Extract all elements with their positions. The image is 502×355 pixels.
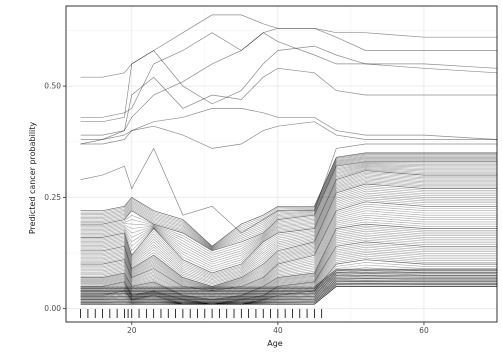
series-line [80, 162, 497, 254]
series-line [80, 217, 497, 298]
series-line [80, 255, 497, 305]
x-tick-label: 20 [127, 326, 137, 335]
series-line [80, 32, 498, 136]
series-line [80, 143, 497, 234]
series-line [80, 161, 497, 252]
series-line [80, 153, 497, 248]
y-axis-title: Predicted cancer probability [28, 122, 37, 235]
series-line [80, 159, 497, 251]
series-line [80, 282, 497, 302]
x-axis: 20 40 60 [127, 322, 429, 335]
series-line [80, 175, 497, 279]
series-line [80, 45, 498, 123]
series-line [80, 157, 497, 249]
series-line [80, 208, 497, 294]
series-line [80, 272, 497, 291]
series-line [80, 171, 497, 275]
y-axis: 0.00 0.25 0.50 [44, 82, 66, 313]
series-line [80, 178, 497, 282]
series-line [80, 164, 497, 258]
series-line [80, 14, 497, 78]
series-line [80, 268, 497, 288]
series-line [80, 157, 497, 250]
series-line [80, 170, 497, 274]
series-line [80, 167, 497, 267]
series-line [80, 279, 497, 299]
series-line [80, 221, 497, 300]
series-line [80, 177, 497, 281]
series-line [80, 194, 497, 290]
x-tick-label: 40 [273, 326, 283, 335]
series-line [80, 179, 497, 283]
series-line [80, 230, 497, 302]
series-line [80, 172, 497, 277]
series-line [80, 284, 497, 303]
series-line [80, 190, 497, 289]
series-line [80, 212, 497, 296]
series-line [80, 169, 497, 272]
series-line [80, 270, 497, 289]
series-line [80, 174, 497, 278]
series-layer [80, 14, 498, 305]
series-line [80, 192, 497, 289]
series-line [80, 181, 497, 285]
y-tick-label: 0.00 [44, 304, 61, 313]
series-line [80, 156, 497, 249]
series-line [80, 199, 497, 291]
y-tick-label: 0.50 [44, 82, 61, 91]
series-line [80, 27, 497, 118]
x-tick-label: 60 [419, 326, 429, 335]
series-line [80, 196, 497, 290]
x-axis-title: Age [267, 339, 283, 348]
series-line [80, 108, 498, 140]
series-line [80, 152, 497, 247]
series-line [80, 185, 497, 288]
plot-panel-border [65, 5, 498, 323]
series-line [80, 201, 497, 292]
series-line [80, 276, 497, 296]
series-line [80, 121, 497, 149]
series-line [80, 168, 497, 269]
series-line [80, 182, 497, 286]
series-line [80, 183, 497, 287]
series-line [80, 237, 497, 304]
series-line [80, 197, 497, 291]
grid [66, 6, 497, 322]
series-line [80, 163, 497, 256]
series-line [80, 273, 497, 293]
series-line [80, 189, 497, 289]
series-line [80, 245, 497, 305]
series-line [80, 166, 497, 265]
series-line [80, 232, 497, 303]
series-line [80, 225, 497, 301]
series-line [80, 278, 497, 297]
series-line [80, 187, 497, 288]
series-line [80, 67, 497, 145]
series-line [80, 223, 497, 301]
series-line [80, 241, 497, 305]
series-line [80, 286, 497, 305]
rug-layer [80, 309, 323, 318]
series-line [80, 160, 497, 251]
series-line [80, 165, 497, 263]
series-line [80, 155, 497, 249]
series-line [80, 154, 497, 248]
series-line [80, 158, 497, 250]
series-line [80, 164, 497, 261]
y-tick-label: 0.25 [44, 193, 61, 202]
